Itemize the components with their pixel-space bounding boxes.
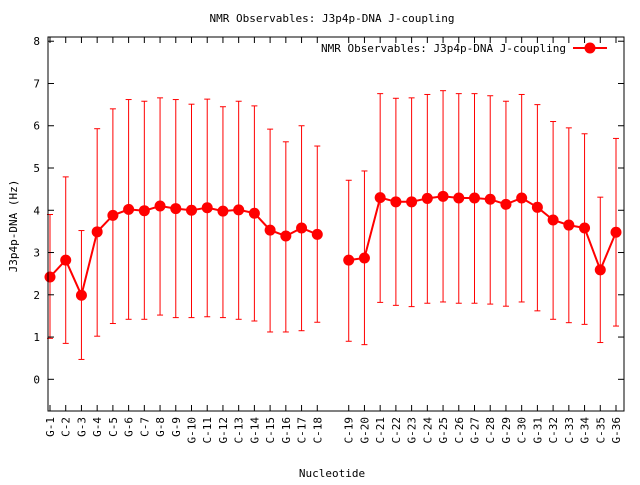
x-tick-label: C-18 (311, 417, 324, 444)
data-point (390, 196, 402, 208)
x-tick-label: C-5 (107, 417, 120, 437)
x-tick-label: G-27 (469, 417, 482, 444)
x-tick-label: C-30 (516, 417, 529, 444)
x-tick-label: C-7 (138, 417, 151, 437)
x-axis-label: Nucleotide (299, 467, 365, 480)
data-point (186, 204, 197, 216)
data-point (421, 192, 433, 204)
data-point (107, 209, 119, 221)
x-tick-label: C-24 (421, 417, 434, 444)
x-tick-label: C-15 (264, 417, 277, 444)
data-point (60, 254, 72, 266)
series-line (348, 195, 617, 273)
x-tick-label: C-19 (343, 417, 356, 444)
plot-frame (47, 36, 625, 412)
data-point (296, 222, 308, 234)
x-tick-label: C-35 (594, 417, 607, 444)
x-tick-label: C-11 (201, 417, 214, 444)
data-point (75, 289, 87, 301)
data-point (500, 198, 512, 210)
data-point (311, 228, 323, 240)
x-tick-label: G-16 (280, 417, 293, 444)
x-tick-label: C-21 (374, 417, 387, 444)
data-point (563, 219, 575, 231)
x-tick-label: G-29 (500, 417, 513, 444)
data-point (594, 264, 606, 276)
legend-marker-swatch (584, 42, 596, 54)
legend: NMR Observables: J3p4p-DNA J-coupling (321, 42, 607, 55)
x-tick-label: G-31 (531, 417, 544, 444)
series-line (49, 204, 318, 299)
x-tick-label: G-14 (248, 417, 261, 444)
y-tick-label: 5 (33, 162, 40, 175)
x-tick-label: G-8 (154, 417, 167, 437)
data-point (453, 192, 465, 204)
data-point (358, 252, 370, 264)
x-tick-label: G-3 (75, 417, 88, 437)
data-point (170, 203, 182, 215)
x-tick-label: C-26 (453, 417, 466, 444)
data-point (516, 192, 528, 204)
data-point (264, 224, 276, 236)
x-tick-label: G-23 (406, 417, 419, 444)
data-point (233, 204, 245, 216)
data-point (44, 271, 56, 283)
data-point (154, 200, 166, 212)
x-tick-label: C-33 (563, 417, 576, 444)
x-tick-label: G-4 (91, 417, 104, 437)
data-point (579, 222, 591, 234)
data-point (248, 207, 260, 219)
x-tick-label: G-20 (358, 417, 371, 444)
data-point (610, 226, 622, 238)
x-tick-label: C-28 (484, 417, 497, 444)
x-tick-label: G-10 (186, 417, 199, 444)
data-point (469, 192, 480, 204)
x-tick-label: G-34 (579, 417, 592, 444)
legend-label: NMR Observables: J3p4p-DNA J-coupling (321, 42, 566, 55)
x-tick-label: C-2 (60, 417, 73, 437)
x-tick-label: G-12 (217, 417, 230, 444)
y-axis-label: J3p4p-DNA (Hz) (7, 180, 20, 273)
y-tick-label: 8 (33, 35, 40, 48)
data-point (91, 226, 103, 238)
y-tick-label: 1 (33, 331, 40, 344)
y-tick-label: 6 (33, 120, 40, 133)
y-tick-label: 0 (33, 373, 40, 386)
x-tick-label: C-22 (390, 417, 403, 444)
data-point (437, 190, 449, 202)
x-tick-label: G-25 (437, 417, 450, 444)
data-point (484, 193, 496, 205)
x-tick-label: C-32 (547, 417, 560, 444)
chart-title: NMR Observables: J3p4p-DNA J-coupling (209, 12, 454, 25)
data-point (374, 192, 386, 204)
x-tick-label: G-1 (44, 417, 57, 437)
data-point (531, 201, 543, 213)
y-tick-label: 3 (33, 247, 40, 260)
x-axis: G-1 C-2 G-3 G-4 C-5 G-6 C-7 G-8 G-9 G-10 C-11 G-12 C… (44, 37, 623, 444)
plot-area (44, 90, 622, 360)
data-point (343, 254, 355, 266)
x-tick-label: G-6 (123, 417, 136, 437)
data-point (547, 214, 559, 226)
y-axis: 0 1 2 3 4 5 6 7 8 (33, 35, 624, 386)
y-tick-label: 2 (33, 289, 40, 302)
x-tick-label: G-36 (610, 417, 623, 444)
data-point (406, 196, 418, 208)
y-tick-label: 7 (33, 77, 40, 90)
x-tick-label: C-17 (296, 417, 309, 444)
y-tick-label: 4 (33, 204, 40, 217)
x-tick-label: G-9 (170, 417, 183, 437)
data-point (217, 205, 229, 217)
data-point (138, 205, 150, 217)
data-point (280, 230, 292, 242)
data-point (201, 202, 213, 214)
data-point (123, 203, 135, 215)
x-tick-label: C-13 (233, 417, 246, 444)
